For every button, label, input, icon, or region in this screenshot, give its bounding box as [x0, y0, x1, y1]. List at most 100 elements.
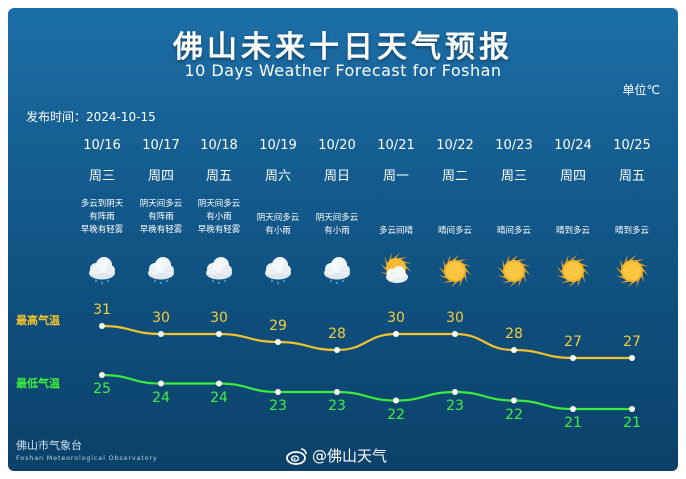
day-date: 10/21: [377, 138, 415, 153]
low-temp-point: [275, 389, 281, 395]
day-date: 10/16: [83, 138, 121, 153]
day-weekday: 周四: [559, 169, 586, 184]
day-description: 晴到多云: [597, 225, 667, 238]
high-temp-point: [275, 339, 281, 345]
day-description-line: 有小雨: [265, 226, 291, 236]
forecast-card: 佛山未来十日天气预报 10 Days Weather Forecast for …: [8, 8, 678, 471]
day-description: 多云到阴天有阵雨早晚有轻雾: [67, 198, 137, 237]
day-date: 10/24: [554, 138, 592, 153]
low-temp-point: [393, 397, 399, 404]
high-temp-point: [99, 323, 105, 329]
publish-time: 发布时间：2024-10-15: [26, 110, 156, 124]
day-date: 10/20: [318, 138, 356, 153]
high-temp-value: 30: [210, 310, 228, 326]
low-temp-value: 21: [623, 415, 641, 431]
day-description-line: 阴天间多云: [197, 199, 241, 209]
high-temp-label: 最高气温: [16, 314, 60, 327]
high-temp-value: 31: [93, 302, 111, 318]
sun-icon: [614, 253, 650, 289]
footer-org: 佛山市气象台: [16, 439, 82, 452]
day-weekday: 周三: [88, 169, 115, 184]
day-date: 10/18: [200, 138, 238, 153]
day-description: 阴天间多云 有小雨: [302, 212, 372, 238]
day-description-line: 晴到多云: [555, 226, 590, 236]
high-temp-point: [570, 355, 576, 361]
page-subtitle: 10 Days Weather Forecast for Foshan: [184, 61, 502, 80]
day-description: 多云间晴: [361, 225, 431, 238]
low-temp-point: [334, 389, 340, 395]
low-temp-value: 24: [210, 389, 228, 406]
day-description-line: 多云到阴天: [80, 199, 124, 209]
unit-label: 单位℃: [622, 83, 660, 97]
high-temp-point: [334, 347, 340, 353]
low-temp-point: [570, 406, 576, 412]
low-temp-point: [452, 389, 458, 395]
day-date: 10/17: [142, 138, 180, 153]
high-temp-point: [452, 331, 458, 337]
low-temp-value: 23: [269, 398, 287, 414]
day-description-line: 早晚有轻雾: [139, 225, 183, 235]
day-description-line: 阴天间多云: [256, 213, 300, 223]
low-temp-value: 23: [446, 398, 464, 414]
day-weekday: 周五: [618, 169, 645, 184]
day-weekday: 周五: [205, 169, 232, 184]
day-description-line: 晴间多云: [437, 226, 472, 236]
high-temp-value: 29: [269, 318, 287, 334]
day-weekday: 周四: [147, 169, 174, 184]
cloud-rain-icon: [143, 253, 179, 289]
high-temp-line: [101, 324, 632, 360]
day-description-line: 有小雨: [206, 212, 232, 222]
sun-icon: [555, 253, 591, 289]
low-temp-value: 23: [328, 398, 346, 414]
weibo-handle: @佛山天气: [312, 447, 388, 465]
low-temp-value: 21: [564, 415, 582, 431]
day-weekday: 周一: [382, 169, 409, 184]
day-weekday: 周三: [500, 169, 527, 184]
weibo-watermark: @佛山天气: [286, 445, 387, 466]
high-temp-value: 28: [505, 326, 523, 342]
day-date: 10/19: [259, 138, 297, 153]
low-temp-line: [101, 373, 632, 411]
high-temp-value: 30: [152, 310, 170, 326]
high-temp-value: 27: [564, 334, 582, 350]
day-date: 10/23: [495, 138, 533, 153]
high-temp-value: 30: [446, 310, 464, 326]
day-description-line: 有阵雨: [89, 212, 115, 222]
day-description-line: 晴间多云: [496, 226, 531, 236]
low-temp-point: [511, 397, 517, 404]
high-temp-point: [629, 355, 635, 361]
sun-cloud-icon: [378, 252, 414, 289]
page-title: 佛山未来十日天气预报: [173, 30, 513, 65]
day-description-line: 晴到多云: [614, 226, 649, 236]
day-description-line: 早晚有轻雾: [80, 225, 124, 235]
high-temp-value: 30: [387, 310, 405, 326]
day-weekday: 周六: [264, 169, 291, 184]
sun-icon: [496, 253, 532, 289]
day-description: 晴间多云: [479, 225, 549, 238]
day-description-line: 多云间晴: [378, 226, 413, 236]
high-temp-point: [216, 331, 222, 337]
low-temp-value: 22: [387, 406, 405, 423]
sun-icon: [437, 253, 473, 289]
day-description: 阴天间多云有小雨早晚有轻雾: [184, 198, 254, 237]
day-description-line: 有阵雨: [148, 212, 174, 222]
low-temp-value: 25: [93, 381, 111, 397]
footer-org-en: Foshan Meteorological Observatory: [16, 454, 158, 462]
day-date: 10/25: [613, 138, 651, 153]
low-temp-point: [216, 380, 222, 387]
day-description-line: 阴天间多云: [139, 199, 183, 209]
day-date: 10/22: [436, 138, 474, 153]
day-description-line: 有小雨: [324, 226, 350, 236]
high-temp-value: 28: [328, 326, 346, 342]
cloud-rain-icon: [319, 253, 355, 289]
high-temp-point: [511, 347, 517, 353]
cloud-rain-icon: [84, 253, 120, 289]
day-description-line: 早晚有轻雾: [197, 225, 241, 235]
low-temp-point: [629, 406, 635, 412]
low-temp-point: [99, 372, 105, 378]
low-temp-point: [158, 380, 164, 387]
low-temp-value: 22: [505, 406, 523, 423]
high-temp-point: [158, 331, 164, 337]
day-weekday: 周二: [441, 169, 468, 184]
day-description-line: 阴天间多云: [315, 213, 359, 223]
